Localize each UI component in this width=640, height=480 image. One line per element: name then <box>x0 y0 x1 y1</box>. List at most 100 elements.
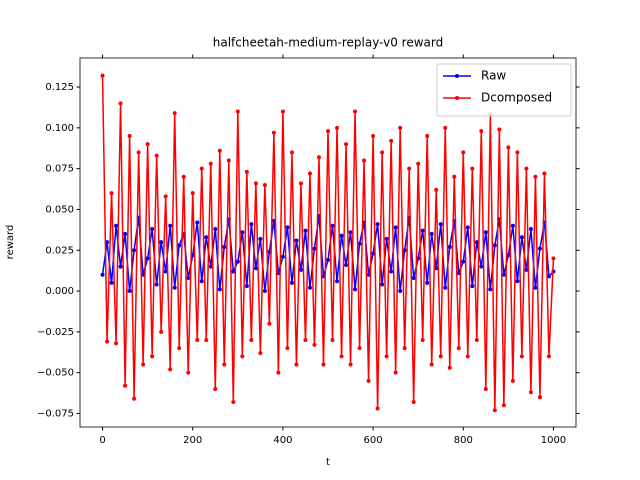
point <box>163 194 168 199</box>
point <box>429 362 434 367</box>
point <box>348 362 353 367</box>
point <box>258 236 263 241</box>
point <box>127 289 132 294</box>
point <box>280 254 285 259</box>
point <box>366 378 371 383</box>
point <box>204 235 209 240</box>
point <box>217 287 222 292</box>
point <box>353 287 358 292</box>
point <box>181 174 186 179</box>
point <box>339 354 344 359</box>
point <box>492 243 497 248</box>
point <box>429 231 434 236</box>
point <box>172 111 177 116</box>
point <box>294 238 299 243</box>
point <box>533 174 538 179</box>
point <box>402 346 407 351</box>
point <box>208 161 213 166</box>
point <box>411 400 416 405</box>
point <box>172 285 177 290</box>
point <box>159 240 164 245</box>
point <box>443 285 448 290</box>
point <box>127 134 132 139</box>
point <box>226 158 231 163</box>
plot-frame <box>79 57 577 428</box>
point <box>380 282 385 287</box>
point <box>316 155 321 160</box>
point <box>546 354 551 359</box>
point <box>362 158 367 163</box>
point <box>353 109 358 114</box>
point <box>551 256 556 261</box>
point <box>213 227 218 232</box>
point <box>168 367 173 372</box>
point <box>384 354 389 359</box>
point <box>105 339 110 344</box>
point <box>141 272 146 277</box>
x-tick-label: 1000 <box>541 435 566 446</box>
point <box>407 166 412 171</box>
point <box>114 341 119 346</box>
point <box>168 223 173 228</box>
legend-label: Raw <box>481 69 506 83</box>
point <box>285 225 290 230</box>
y-tick-label: 0.025 <box>45 245 74 256</box>
point <box>510 378 515 383</box>
point <box>411 275 416 280</box>
point <box>249 222 254 227</box>
point <box>389 138 394 143</box>
point <box>123 231 128 236</box>
legend-label: Dcomposed <box>481 91 552 105</box>
point <box>447 365 452 370</box>
y-tick-label: 0.100 <box>45 123 74 134</box>
point <box>537 395 542 400</box>
y-tick-label: −0.050 <box>37 368 74 379</box>
point <box>393 370 398 375</box>
point <box>244 169 249 174</box>
point <box>114 223 119 228</box>
point <box>416 256 421 261</box>
point <box>289 150 294 155</box>
point <box>510 223 515 228</box>
point <box>195 220 200 225</box>
point <box>519 354 524 359</box>
point <box>118 264 123 269</box>
point <box>118 101 123 106</box>
point <box>271 130 276 135</box>
point <box>344 262 349 267</box>
point <box>330 223 335 228</box>
point <box>289 280 294 285</box>
point <box>132 396 137 401</box>
point <box>312 246 317 251</box>
point <box>222 362 227 367</box>
point <box>335 279 340 284</box>
point <box>312 342 317 347</box>
point <box>461 259 466 264</box>
x-tick-label: 0 <box>99 435 105 446</box>
point <box>389 269 394 274</box>
point <box>262 289 267 294</box>
point <box>249 338 254 343</box>
point <box>100 272 105 277</box>
point <box>298 181 303 186</box>
x-axis-label: t <box>326 457 330 468</box>
point <box>528 227 533 232</box>
point <box>384 236 389 241</box>
point <box>474 240 479 245</box>
point <box>321 362 326 367</box>
point <box>145 142 150 147</box>
point <box>371 251 376 256</box>
point <box>303 338 308 343</box>
point <box>524 267 529 272</box>
point <box>528 390 533 395</box>
point <box>425 280 430 285</box>
point <box>488 287 493 292</box>
point <box>443 125 448 130</box>
point <box>366 272 371 277</box>
point <box>240 230 245 235</box>
point <box>177 243 182 248</box>
chart-title: halfcheetah-medium-replay-v0 reward <box>213 36 444 50</box>
y-tick-label: 0.000 <box>45 286 74 297</box>
point <box>186 275 191 280</box>
point <box>303 228 308 233</box>
